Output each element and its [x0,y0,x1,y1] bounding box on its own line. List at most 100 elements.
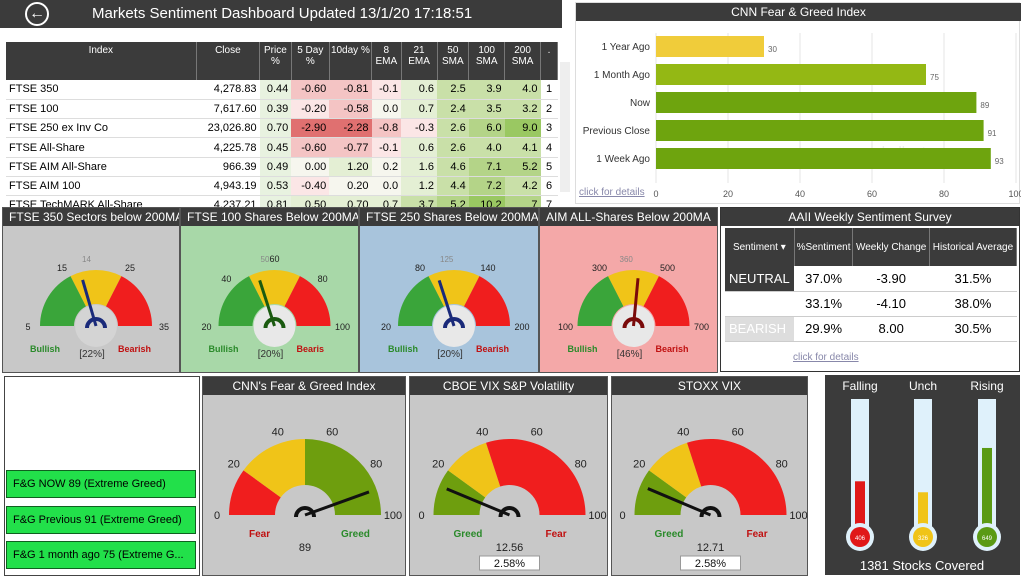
fg-now-box: F&G NOW 89 (Extreme Greed) [6,470,196,498]
table-cell: 4.1 [504,137,541,158]
gauge-tick-label: 40 [677,426,689,438]
gauge-hub [498,506,521,518]
gauge-segment [687,439,787,515]
gauge-tick-label: 20 [633,458,645,470]
click-for-details-link[interactable]: click for details [579,187,645,198]
table-cell: -0.3 [401,118,438,139]
gauge-tick-label: 80 [776,458,788,470]
gauge-tick-label: 300 [592,263,607,273]
gauge-segment [40,276,87,326]
table-row[interactable]: FTSE 100 7,617.60 0.39 -0.20 -0.58 0.0 0.7 2.4 3… [6,99,558,120]
aaii-column-header[interactable]: %Sentiment [794,228,854,266]
aaii-cell: 8.00 [852,316,930,342]
thermo-bulb [913,527,933,547]
gauge-tick-label: 140 [480,263,495,273]
table-cell: 0.39 [259,99,292,120]
aaii-cell: 29.9% [794,316,853,342]
table-cell: 6.0 [468,118,505,139]
table-cell: FTSE 350 [6,80,197,100]
data-label: 93 [995,157,1004,166]
table-cell: 1 [540,80,558,100]
gauge-tick-label: 80 [318,274,328,284]
gauge-tick-label: 100 [558,322,573,332]
table-cell: 4,278.83 [196,80,260,100]
table-cell: -2.28 [329,118,372,139]
gauge-svg: 20 80 140 200 125 Bullish Bearish [20%] [381,255,530,360]
gauge-marker-label: 14 [82,255,91,264]
table-cell: FTSE AIM 100 [6,176,197,197]
aaii-row[interactable]: BEARISH 29.9% 8.00 30.5% [725,316,1017,342]
table-cell: 0.44 [259,80,292,100]
column-header[interactable]: Price % [259,42,292,80]
column-header[interactable]: 100 SMA [468,42,506,80]
gauge-value-text: 12.56 [496,542,524,554]
data-label: 75 [930,73,939,82]
category-label: Now [630,98,651,109]
gauge-svg: 20 40 60 80 100 50 Bullish Bearis [20%] [201,254,350,360]
gauge-tick-label: 20 [432,458,444,470]
aaii-column-header[interactable]: Weekly Change [852,228,930,266]
gauge-tick-label: 15 [57,263,67,273]
category-label: 1 Year Ago [602,42,651,53]
gauge-right-label: Greed [341,529,370,540]
bearish-label: Bearish [118,344,151,354]
column-header[interactable]: 10day % [329,42,373,80]
table-row[interactable]: FTSE AIM 100 4,943.19 0.53 -0.40 0.20 0.0 1.2 4… [6,176,558,197]
aaii-column-header[interactable]: Sentiment ▾ [725,228,795,266]
table-scrollbar[interactable] [560,62,570,192]
column-header[interactable]: 8 EMA [371,42,402,80]
bar [656,148,991,169]
thermo-fill [855,481,865,537]
table-cell: 0.20 [329,176,372,197]
data-label: 30 [768,45,777,54]
gauge-tick-label: 0 [619,510,625,522]
table-row[interactable]: FTSE All-Share 4,225.78 0.45 -0.60 -0.77 -0.1… [6,137,558,158]
bearish-label: Bearis [297,344,325,354]
table-cell: 2.6 [437,118,469,139]
gauge-segment [243,439,305,498]
table-cell: 3 [540,118,558,139]
gauge-needle [446,487,511,517]
gauge-title: FTSE 250 Shares Below 200MA [360,208,538,226]
gauge-tick-label: 60 [269,254,279,264]
gauge-segment [608,270,659,307]
column-header[interactable]: 21 EMA [401,42,438,80]
table-cell: 0.00 [291,157,330,177]
aaii-click-for-details-link[interactable]: click for details [793,352,859,363]
aaii-column-header[interactable]: Historical Average [929,228,1018,266]
table-cell: 9.0 [504,118,541,139]
data-label: 89 [980,101,989,110]
gauge-tick-label: 60 [732,426,744,438]
table-cell: 3.5 [468,99,505,120]
table-row[interactable]: FTSE AIM All-Share 966.39 0.49 0.00 1.20 0.2 1… [6,157,558,177]
aaii-row[interactable]: 33.1% -4.10 38.0% [725,291,1017,317]
table-cell: 966.39 [196,157,260,177]
thermo-value: 406 [855,536,866,542]
column-header[interactable]: 200 SMA [504,42,542,80]
gauge-tick-label: 0 [214,510,220,522]
table-row[interactable]: FTSE 350 4,278.83 0.44 -0.60 -0.81 -0.1 0.6 2.5… [6,80,558,100]
thermo-value: 649 [982,536,993,542]
gauge-needle [304,490,370,517]
table-cell: 4 [540,137,558,158]
table-cell: FTSE 100 [6,99,197,120]
table-cell: 0.70 [259,118,292,139]
back-arrow-icon[interactable]: ← [25,2,49,26]
x-tick-label: 100 [1008,189,1021,199]
table-cell: 6 [540,176,558,197]
aaii-row[interactable]: NEUTRAL 37.0% -3.90 31.5% [725,266,1017,292]
column-header[interactable]: 5 Day % [291,42,330,80]
gauge-needle [647,487,712,517]
column-header[interactable]: 50 SMA [437,42,470,80]
column-header[interactable]: Index [6,42,197,80]
gauge-marker-label: 50 [261,255,270,264]
table-cell: -0.1 [371,137,402,158]
pct-change-text: 2.58% [695,558,726,570]
gauge-panel: AIM ALL-Shares Below 200MA 100 300 500 700 36… [539,207,718,373]
chart-title: CNN Fear & Greed Index [576,3,1021,21]
table-row[interactable]: FTSE 250 ex Inv Co 23,026.80 0.70 -2.90 -2.2… [6,118,558,139]
column-header[interactable]: . [540,42,558,80]
title-bar: ← Markets Sentiment Dashboard Updated 13… [0,0,562,28]
fg-month-box: F&G 1 month ago 75 (Extreme G... [6,541,196,569]
column-header[interactable]: Close [196,42,261,80]
